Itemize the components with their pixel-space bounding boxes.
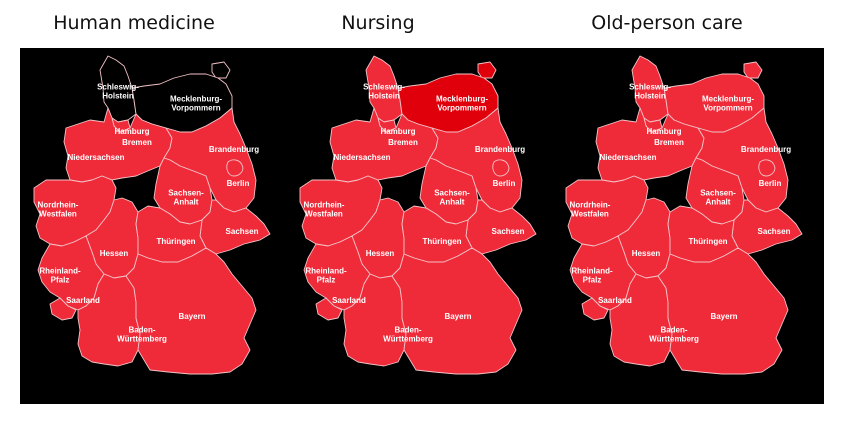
label-st: Sachsen-Anhalt: [700, 189, 736, 207]
label-mv: Mecklenburg-Vorpommern: [436, 95, 488, 113]
label-hh: Hamburg: [114, 127, 149, 136]
map-title-old-person-care: Old-person care: [591, 12, 743, 34]
label-bw: Baden-Württemberg: [383, 326, 433, 344]
label-sh: Schleswig-Holstein: [363, 83, 405, 101]
map-old-person-care: Schleswig-Holstein Mecklenburg-Vorpommern…: [565, 55, 803, 375]
label-sl: Saarland: [66, 296, 100, 305]
map-human-medicine: Schleswig-Holstein Mecklenburg-Vorpommern…: [33, 55, 271, 375]
state-be: [226, 159, 244, 177]
label-nw: Nordrhein-Westfalen: [570, 201, 611, 219]
state-be: [492, 159, 510, 177]
state-sl: [315, 297, 343, 321]
label-th: Thüringen: [422, 237, 461, 246]
label-bb: Brandenburg: [209, 145, 259, 154]
label-hh: Hamburg: [646, 127, 681, 136]
map-nursing: Schleswig-Holstein Mecklenburg-Vorpommern…: [299, 55, 537, 375]
map-title-human-medicine: Human medicine: [53, 12, 215, 34]
label-he: Hessen: [100, 249, 129, 258]
label-sl: Saarland: [598, 296, 632, 305]
label-by: Bayern: [710, 312, 737, 321]
label-mv: Mecklenburg-Vorpommern: [170, 95, 222, 113]
label-sn: Sachsen: [492, 227, 525, 236]
label-hb: Bremen: [122, 138, 152, 147]
island-0: [477, 61, 497, 79]
label-sn: Sachsen: [758, 227, 791, 236]
state-by: [125, 247, 257, 375]
state-by: [657, 247, 789, 375]
island-0: [743, 61, 763, 79]
label-be: Berlin: [759, 179, 782, 188]
state-be: [758, 159, 776, 177]
label-th: Thüringen: [156, 237, 195, 246]
label-nw: Nordrhein-Westfalen: [38, 201, 79, 219]
label-st: Sachsen-Anhalt: [434, 189, 470, 207]
label-bw: Baden-Württemberg: [649, 326, 699, 344]
label-st: Sachsen-Anhalt: [168, 189, 204, 207]
state-sl: [581, 297, 609, 321]
label-hh: Hamburg: [380, 127, 415, 136]
island-0: [211, 61, 231, 79]
label-by: Bayern: [444, 312, 471, 321]
label-sn: Sachsen: [226, 227, 259, 236]
label-be: Berlin: [493, 179, 516, 188]
state-sl: [49, 297, 77, 321]
label-ni: Niedersachsen: [68, 153, 125, 162]
label-ni: Niedersachsen: [334, 153, 391, 162]
label-by: Bayern: [178, 312, 205, 321]
label-sl: Saarland: [332, 296, 366, 305]
label-bw: Baden-Württemberg: [117, 326, 167, 344]
map-title-nursing: Nursing: [341, 12, 415, 34]
label-bb: Brandenburg: [475, 145, 525, 154]
maps-panel: Schleswig-Holstein Mecklenburg-Vorpommern…: [20, 48, 824, 404]
label-sh: Schleswig-Holstein: [97, 83, 139, 101]
label-hb: Bremen: [654, 138, 684, 147]
label-rp: Rheinland-Pfalz: [39, 267, 81, 285]
label-sh: Schleswig-Holstein: [629, 83, 671, 101]
label-hb: Bremen: [388, 138, 418, 147]
label-be: Berlin: [227, 179, 250, 188]
label-th: Thüringen: [688, 237, 727, 246]
label-bb: Brandenburg: [741, 145, 791, 154]
label-nw: Nordrhein-Westfalen: [304, 201, 345, 219]
label-mv: Mecklenburg-Vorpommern: [702, 95, 754, 113]
state-by: [391, 247, 523, 375]
label-ni: Niedersachsen: [600, 153, 657, 162]
label-he: Hessen: [366, 249, 395, 258]
label-he: Hessen: [632, 249, 661, 258]
label-rp: Rheinland-Pfalz: [571, 267, 613, 285]
label-rp: Rheinland-Pfalz: [305, 267, 347, 285]
germany-maps: Schleswig-Holstein Mecklenburg-Vorpommern…: [33, 55, 803, 375]
